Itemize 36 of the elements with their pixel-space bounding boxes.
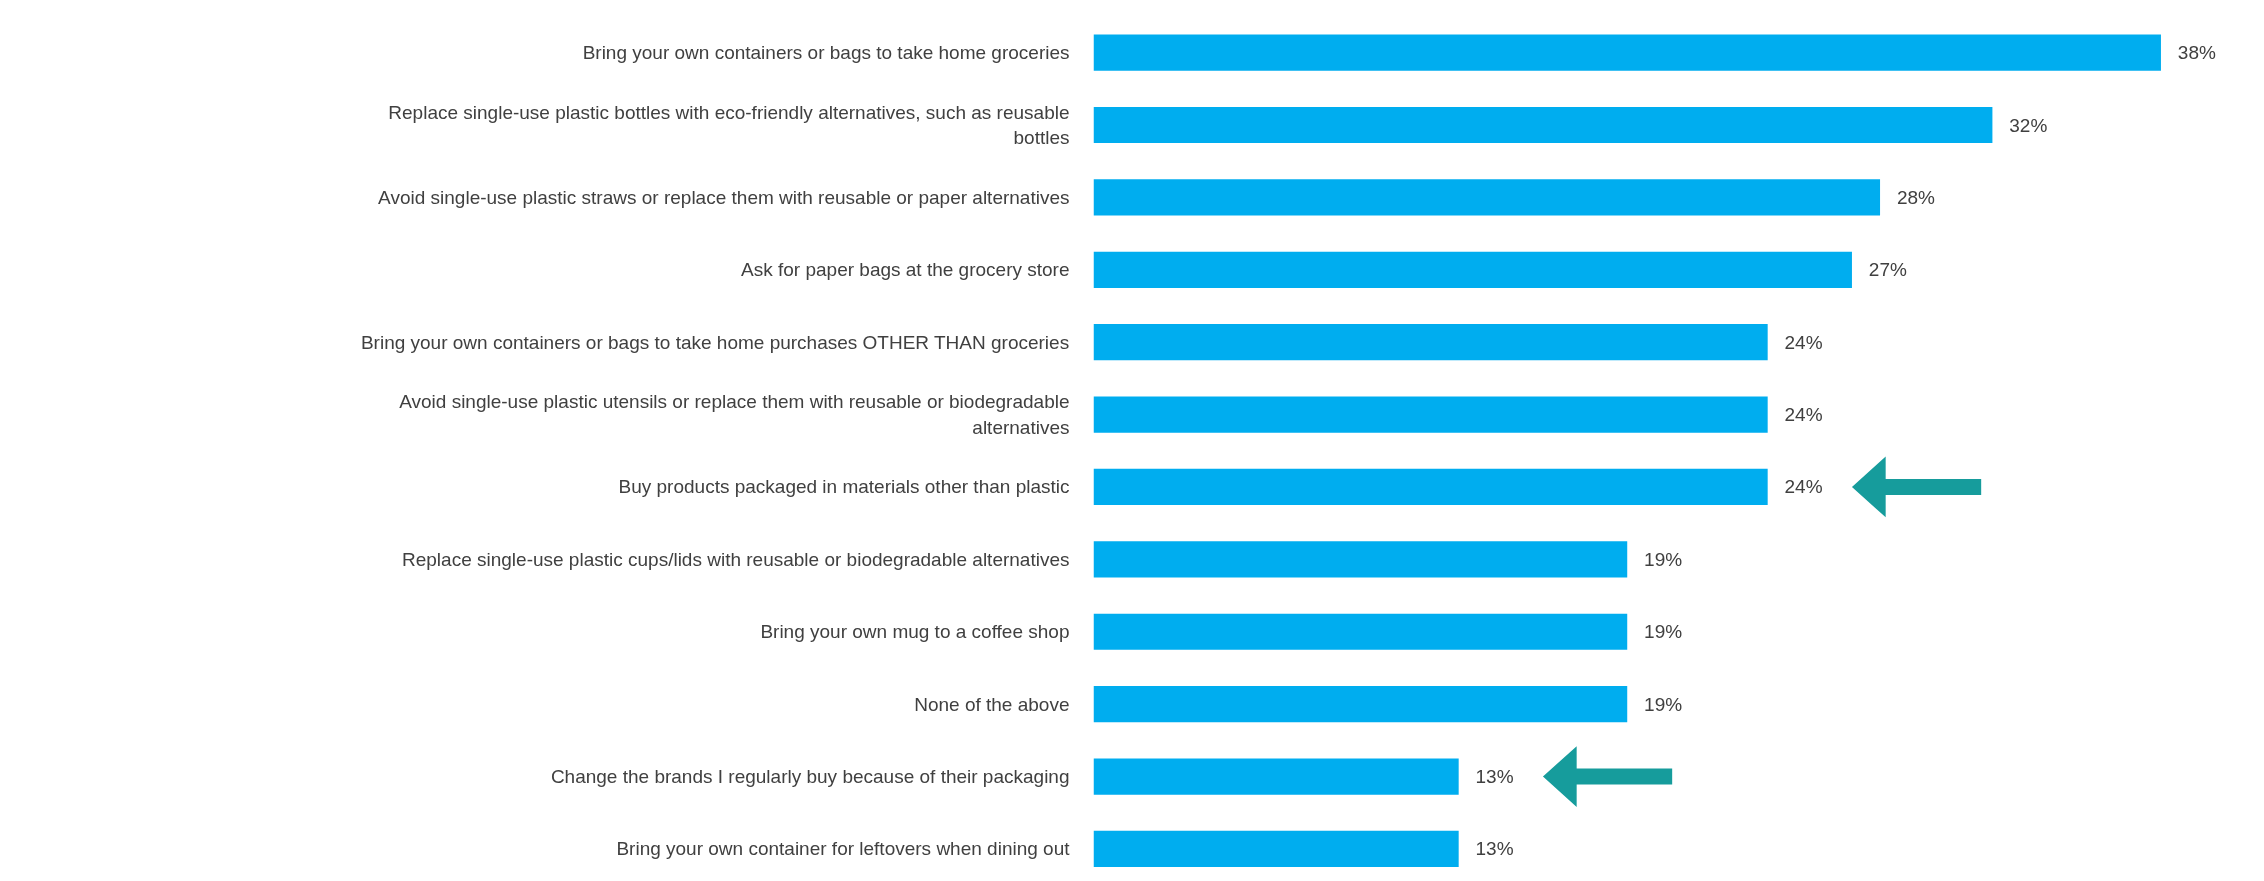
data-label: 13% <box>1475 766 1514 788</box>
data-label: 32% <box>2009 114 2048 136</box>
y-tick-label: None of the above <box>914 693 1070 715</box>
data-label: 24% <box>1784 331 1823 353</box>
data-label: 38% <box>2177 42 2216 64</box>
data-label: 28% <box>1896 186 1936 208</box>
y-tick-label: Buy products packaged in materials other than plastic <box>618 476 1070 498</box>
y-tick-label: Bring your own containers or bags to take home purchases OTHER THAN groceries <box>360 331 1070 353</box>
data-label: 19% <box>1644 548 1683 570</box>
bar <box>1093 541 1628 578</box>
data-label: 27% <box>1868 259 1907 281</box>
bar <box>1093 34 2161 71</box>
data-label: 19% <box>1644 621 1683 643</box>
y-tick-label: Ask for paper bags at the grocery store <box>741 259 1070 281</box>
y-tick-label: Bring your own container for leftovers when dining out <box>616 838 1071 860</box>
bar <box>1093 468 1768 506</box>
bar <box>1093 686 1628 723</box>
y-tick-label: Replace single-use plastic bottles with eco-friendly alternatives, such as reusable bottles <box>388 101 1070 149</box>
y-tick-label: Change the brands I regularly buy because of their packaging <box>550 766 1070 788</box>
bar <box>1093 324 1768 361</box>
y-tick-label: Replace single-use plastic cups/lids with reusable or biodegradable alternatives <box>402 548 1070 570</box>
data-label: 24% <box>1784 404 1823 426</box>
bar <box>1093 179 1881 216</box>
bar <box>1093 106 1993 144</box>
y-tick-label: Avoid single-use plastic utensils or replace them with reusable or biodegradable alternatives <box>399 391 1070 438</box>
bar <box>1093 396 1768 433</box>
data-label: 19% <box>1644 693 1683 715</box>
bar <box>1093 758 1459 795</box>
data-label: 13% <box>1475 838 1514 860</box>
y-tick-label: Bring your own containers or bags to take home groceries <box>582 42 1070 64</box>
bar <box>1093 251 1852 288</box>
y-tick-label: Avoid single-use plastic straws or replace them with reusable or paper alternatives <box>378 186 1070 208</box>
bar <box>1093 830 1459 868</box>
bar <box>1093 613 1628 650</box>
y-tick-label: Bring your own mug to a coffee shop <box>760 621 1070 643</box>
data-label: 24% <box>1784 476 1823 498</box>
